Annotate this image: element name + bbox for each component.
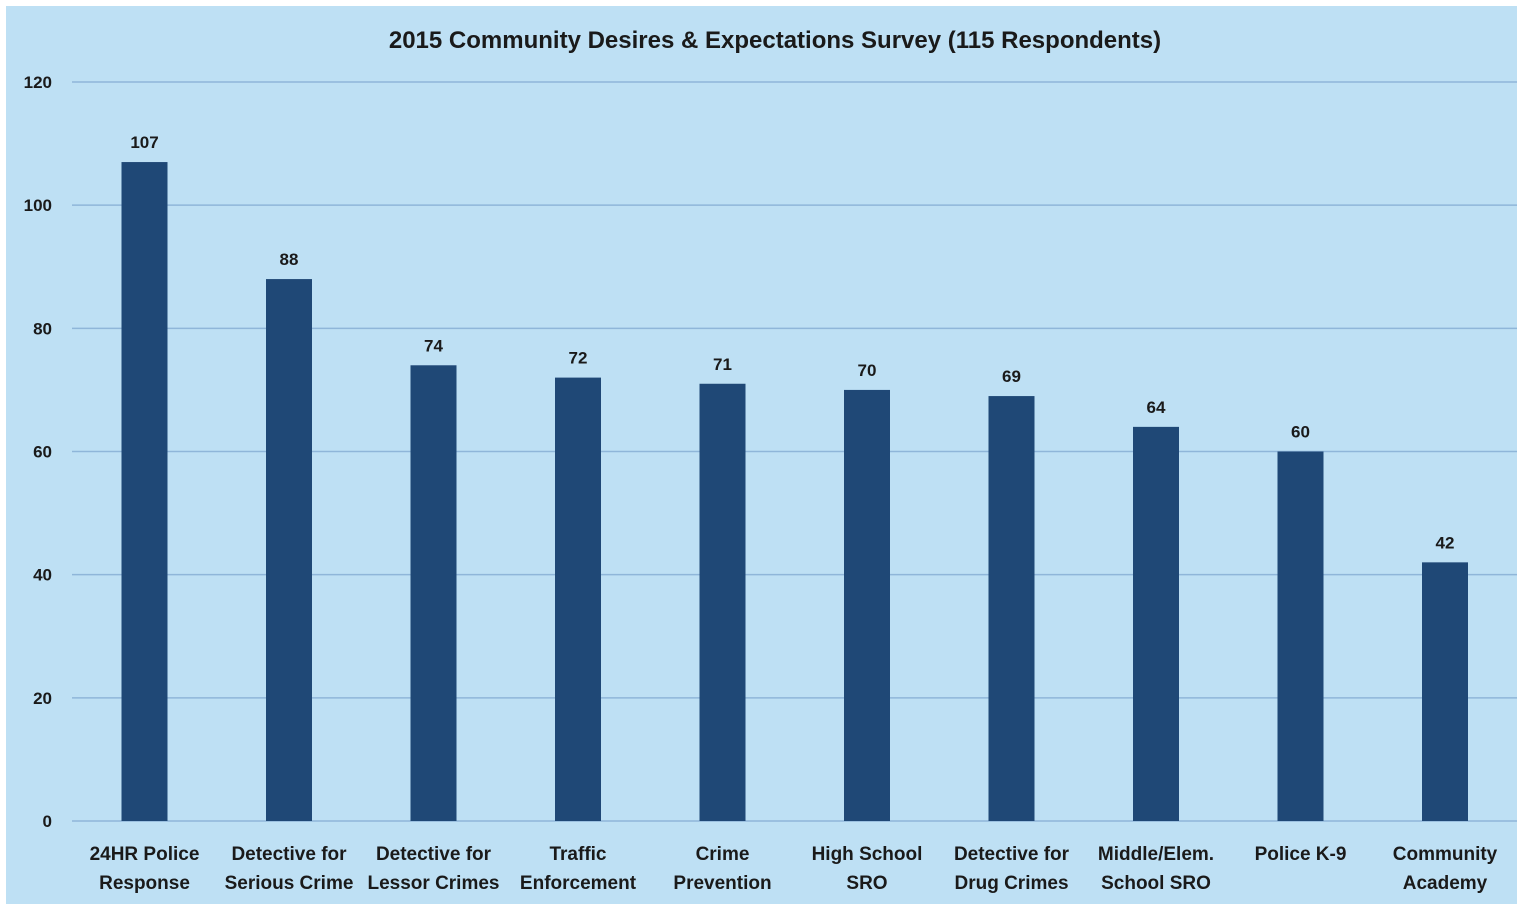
- bar: [121, 162, 168, 821]
- x-axis-ticks: 24HR Police Response Detective for Serious …: [90, 844, 1498, 894]
- data-label: 64: [1147, 398, 1166, 417]
- y-tick-label: 40: [33, 566, 52, 585]
- bar: [555, 377, 601, 821]
- gridlines: [72, 81, 1517, 822]
- x-tick-label: High School SRO: [812, 844, 923, 894]
- y-tick-label: 20: [33, 689, 52, 708]
- x-tick-label: Middle/Elem. School SRO: [1098, 844, 1214, 894]
- bars: [121, 162, 1468, 822]
- bar: [988, 396, 1035, 821]
- x-tick-label: Traffic Enforcement: [520, 844, 637, 894]
- x-tick-label: Community Academy: [1393, 844, 1498, 894]
- x-tick-label: Detective for Serious Crime: [225, 844, 354, 894]
- bar: [1133, 426, 1179, 821]
- data-label: 88: [280, 250, 299, 269]
- data-label: 42: [1436, 533, 1455, 552]
- bar: [1277, 451, 1324, 821]
- bar: [410, 365, 457, 821]
- x-tick-label: Crime Prevention: [673, 844, 771, 894]
- bar: [1422, 562, 1468, 821]
- data-labels: 107 88 74 72 71 70 69 64 60 42: [130, 133, 1454, 552]
- y-tick-label: 60: [33, 443, 52, 462]
- bar: [266, 279, 312, 822]
- data-label: 72: [569, 349, 588, 368]
- data-label: 70: [858, 361, 877, 380]
- x-tick-label: Detective for Drug Crimes: [954, 844, 1070, 894]
- bar: [844, 389, 890, 821]
- x-tick-label: 24HR Police Response: [90, 844, 200, 894]
- y-tick-label: 120: [24, 73, 52, 92]
- data-label: 107: [130, 133, 158, 152]
- data-label: 71: [713, 355, 732, 374]
- data-label: 69: [1002, 367, 1021, 386]
- data-label: 74: [424, 336, 443, 355]
- y-tick-label: 100: [24, 196, 52, 215]
- chart-background: [6, 6, 1517, 904]
- chart-title: 2015 Community Desires & Expectations Su…: [389, 27, 1161, 54]
- data-label: 60: [1291, 423, 1310, 442]
- y-tick-label: 80: [33, 319, 52, 338]
- y-axis-ticks: 0 20 40 60 80 100 120: [24, 73, 52, 831]
- bar: [699, 383, 746, 821]
- x-tick-label: Detective for Lessor Crimes: [367, 844, 499, 894]
- x-tick-label: Police K-9: [1255, 844, 1347, 865]
- y-tick-label: 0: [43, 812, 52, 831]
